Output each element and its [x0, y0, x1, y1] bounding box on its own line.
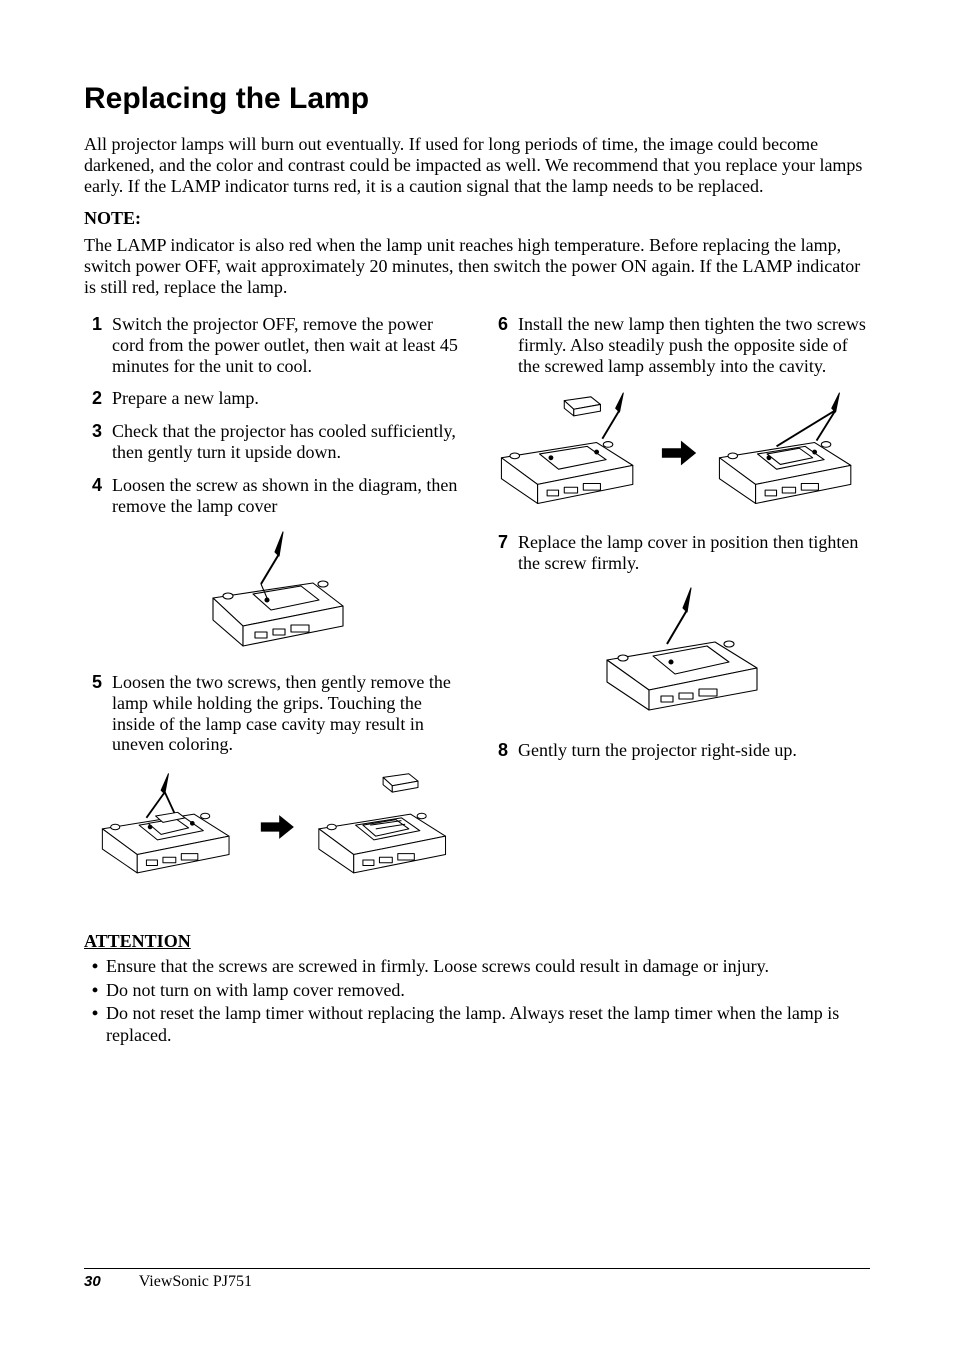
note-label: NOTE: — [84, 208, 870, 229]
footer-rule — [84, 1268, 870, 1269]
step-text: Replace the lamp cover in position then … — [518, 532, 868, 573]
projector-replace-cover-icon — [579, 586, 779, 726]
product-name: ViewSonic PJ751 — [139, 1273, 252, 1290]
attention-item: • Ensure that the screws are screwed in … — [84, 956, 870, 978]
attention-heading: ATTENTION — [84, 931, 870, 952]
step-number: 6 — [490, 314, 518, 376]
step-number: 2 — [84, 388, 112, 409]
page-title: Replacing the Lamp — [84, 82, 870, 116]
step-5: 5 Loosen the two screws, then gently rem… — [84, 672, 462, 755]
attention-text: Do not reset the lamp timer without repl… — [106, 1003, 870, 1046]
note-body: The LAMP indicator is also red when the … — [84, 235, 870, 299]
step-6: 6 Install the new lamp then tighten the … — [490, 314, 868, 376]
projector-lamp-installed-icon — [708, 388, 868, 518]
left-column: 1 Switch the projector OFF, remove the p… — [84, 314, 462, 901]
step-text: Loosen the two screws, then gently remov… — [112, 672, 462, 755]
projector-remove-lamp-icon — [84, 767, 249, 887]
step-number: 7 — [490, 532, 518, 573]
bullet-icon: • — [84, 956, 106, 978]
diagram-step-4 — [84, 528, 462, 658]
step-text: Install the new lamp then tighten the tw… — [518, 314, 868, 376]
arrow-right-icon — [660, 438, 698, 468]
attention-item: • Do not turn on with lamp cover removed… — [84, 980, 870, 1002]
step-text: Prepare a new lamp. — [112, 388, 259, 409]
projector-insert-lamp-icon — [490, 388, 650, 518]
intro-paragraph: All projector lamps will burn out eventu… — [84, 134, 870, 198]
step-number: 5 — [84, 672, 112, 755]
step-7: 7 Replace the lamp cover in position the… — [490, 532, 868, 573]
step-3: 3 Check that the projector has cooled su… — [84, 421, 462, 462]
page: Replacing the Lamp All projector lamps w… — [0, 0, 954, 1351]
diagram-step-6 — [490, 388, 868, 518]
bullet-icon: • — [84, 1003, 106, 1046]
step-4: 4 Loosen the screw as shown in the diagr… — [84, 475, 462, 516]
step-number: 3 — [84, 421, 112, 462]
right-column: 6 Install the new lamp then tighten the … — [490, 314, 868, 901]
step-text: Check that the projector has cooled suff… — [112, 421, 462, 462]
footer-text: 30 ViewSonic PJ751 — [84, 1273, 870, 1291]
step-text: Loosen the screw as shown in the diagram… — [112, 475, 462, 516]
page-number: 30 — [84, 1273, 101, 1290]
diagram-step-5 — [84, 767, 462, 887]
step-text: Switch the projector OFF, remove the pow… — [112, 314, 462, 376]
bullet-icon: • — [84, 980, 106, 1002]
step-number: 8 — [490, 740, 518, 761]
step-number: 4 — [84, 475, 112, 516]
step-number: 1 — [84, 314, 112, 376]
columns: 1 Switch the projector OFF, remove the p… — [84, 314, 870, 901]
attention-list: • Ensure that the screws are screwed in … — [84, 956, 870, 1046]
attention-section: ATTENTION • Ensure that the screws are s… — [84, 931, 870, 1046]
page-footer: 30 ViewSonic PJ751 — [84, 1268, 870, 1291]
projector-screwdriver-icon — [183, 528, 363, 658]
step-1: 1 Switch the projector OFF, remove the p… — [84, 314, 462, 376]
attention-item: • Do not reset the lamp timer without re… — [84, 1003, 870, 1046]
step-8: 8 Gently turn the projector right-side u… — [490, 740, 868, 761]
step-2: 2 Prepare a new lamp. — [84, 388, 462, 409]
projector-lamp-removed-icon — [306, 767, 462, 887]
step-text: Gently turn the projector right-side up. — [518, 740, 797, 761]
attention-text: Do not turn on with lamp cover removed. — [106, 980, 405, 1002]
diagram-step-7 — [490, 586, 868, 726]
attention-text: Ensure that the screws are screwed in fi… — [106, 956, 769, 978]
arrow-right-icon — [259, 812, 296, 842]
